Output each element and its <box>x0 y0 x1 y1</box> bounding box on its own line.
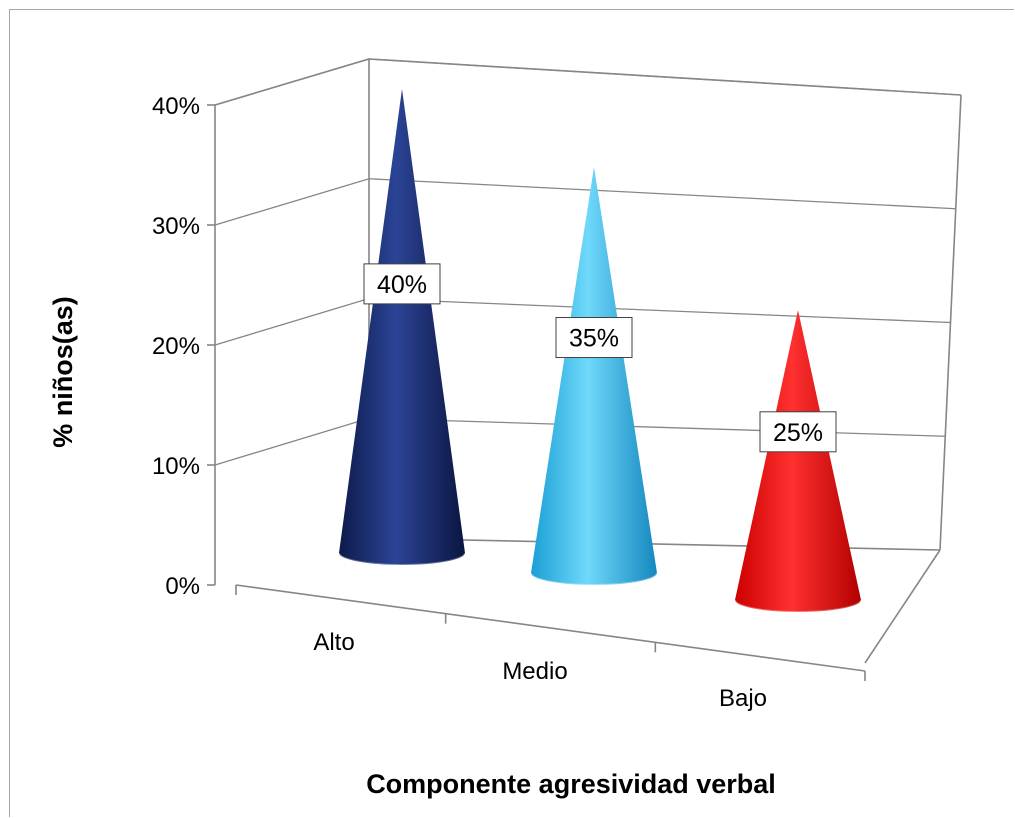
y-tick-label: 40% <box>152 93 200 120</box>
data-label-text: 40% <box>377 271 427 299</box>
y-tick-label: 0% <box>165 573 200 600</box>
cone-body <box>339 89 465 565</box>
data-label-medio: 35% <box>555 317 633 359</box>
cone-body <box>531 167 657 585</box>
x-tick-label: Bajo <box>719 685 767 712</box>
data-label-box <box>759 411 837 453</box>
cone-base-rim <box>338 552 466 566</box>
x-tick-label: Alto <box>313 629 354 656</box>
gridline <box>214 58 962 106</box>
x-axis-ticks: Alto Medio Bajo <box>235 585 866 712</box>
cone-medio <box>530 167 658 586</box>
cone-series <box>338 89 862 613</box>
data-label-box <box>555 317 633 359</box>
cone-bajo <box>734 310 862 613</box>
cone-alto <box>338 89 466 566</box>
y-tick-label: 30% <box>152 213 200 240</box>
y-tick-label: 10% <box>152 453 200 480</box>
data-label-alto: 40% <box>363 263 441 305</box>
data-label-text: 25% <box>773 419 823 447</box>
gridline <box>214 178 956 226</box>
data-label-text: 35% <box>569 325 619 353</box>
data-label-box <box>363 263 441 305</box>
x-tick-label: Medio <box>502 658 567 685</box>
cone-base-rim <box>530 572 658 586</box>
back-wall-edge <box>214 57 370 538</box>
y-tick-label: 20% <box>152 333 200 360</box>
x-axis-title: Componente agresividad verbal <box>366 769 776 799</box>
floor-right-edge <box>864 549 941 664</box>
y-axis-ticks: 0% 10% 20% 30% 40% <box>152 93 215 600</box>
chart-frame <box>9 9 1014 817</box>
cone-body <box>735 310 861 612</box>
y-axis-title: % niños(as) <box>48 296 78 448</box>
x-axis-line <box>235 584 866 672</box>
data-labels: 40% 35% 25% <box>363 263 837 453</box>
cone-base-rim <box>734 599 862 613</box>
data-label-bajo: 25% <box>759 411 837 453</box>
